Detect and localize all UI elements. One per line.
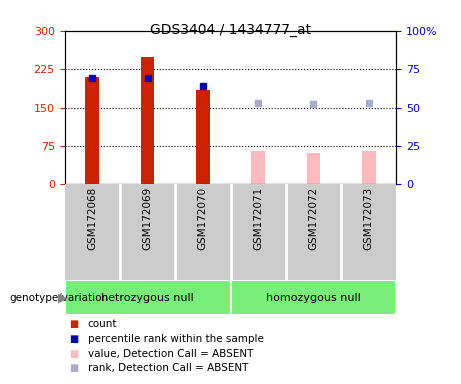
Text: GSM172070: GSM172070 (198, 187, 208, 250)
Text: genotype/variation: genotype/variation (9, 293, 108, 303)
Bar (362, 151, 376, 184)
Bar (230, 280, 396, 315)
Text: GSM172071: GSM172071 (253, 187, 263, 250)
Text: GSM172069: GSM172069 (142, 187, 153, 250)
Text: ■: ■ (69, 363, 78, 373)
Text: ■: ■ (69, 349, 78, 359)
Bar (141, 57, 154, 184)
Text: GDS3404 / 1434777_at: GDS3404 / 1434777_at (150, 23, 311, 37)
Bar (196, 89, 210, 184)
Text: ▶: ▶ (58, 291, 67, 304)
Text: GSM172072: GSM172072 (308, 187, 319, 250)
Text: rank, Detection Call = ABSENT: rank, Detection Call = ABSENT (88, 363, 248, 373)
Text: percentile rank within the sample: percentile rank within the sample (88, 334, 264, 344)
Text: value, Detection Call = ABSENT: value, Detection Call = ABSENT (88, 349, 253, 359)
Text: GSM172073: GSM172073 (364, 187, 374, 250)
Text: ■: ■ (69, 334, 78, 344)
Text: GSM172068: GSM172068 (87, 187, 97, 250)
Text: count: count (88, 319, 117, 329)
Bar (251, 151, 265, 184)
Text: hetrozygous null: hetrozygous null (101, 293, 194, 303)
Text: ■: ■ (69, 319, 78, 329)
Text: homozygous null: homozygous null (266, 293, 361, 303)
Bar (307, 153, 320, 184)
Bar (65, 280, 230, 315)
Bar (85, 77, 99, 184)
